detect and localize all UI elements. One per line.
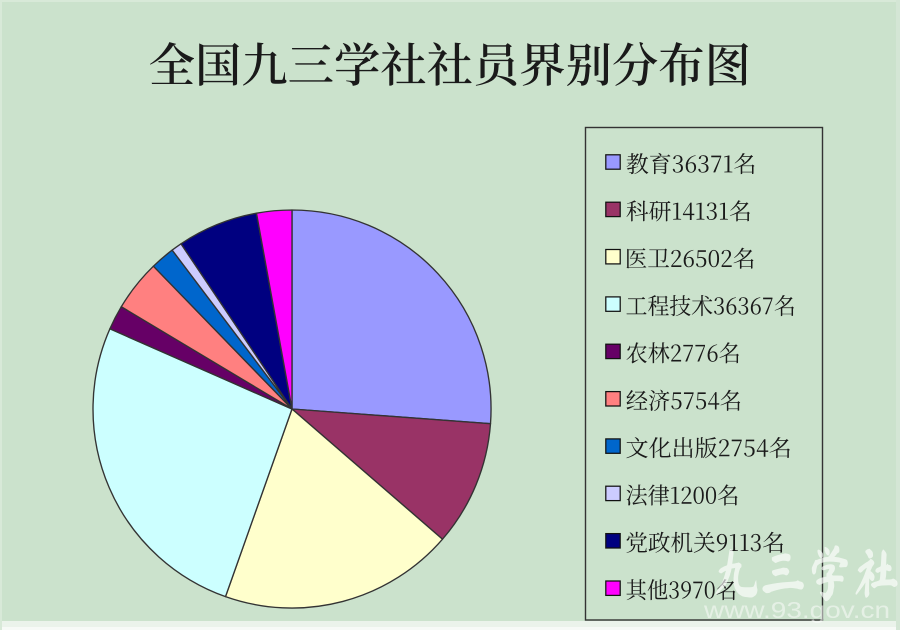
svg-text:www.93.gov.cn: www.93.gov.cn [703,597,890,623]
